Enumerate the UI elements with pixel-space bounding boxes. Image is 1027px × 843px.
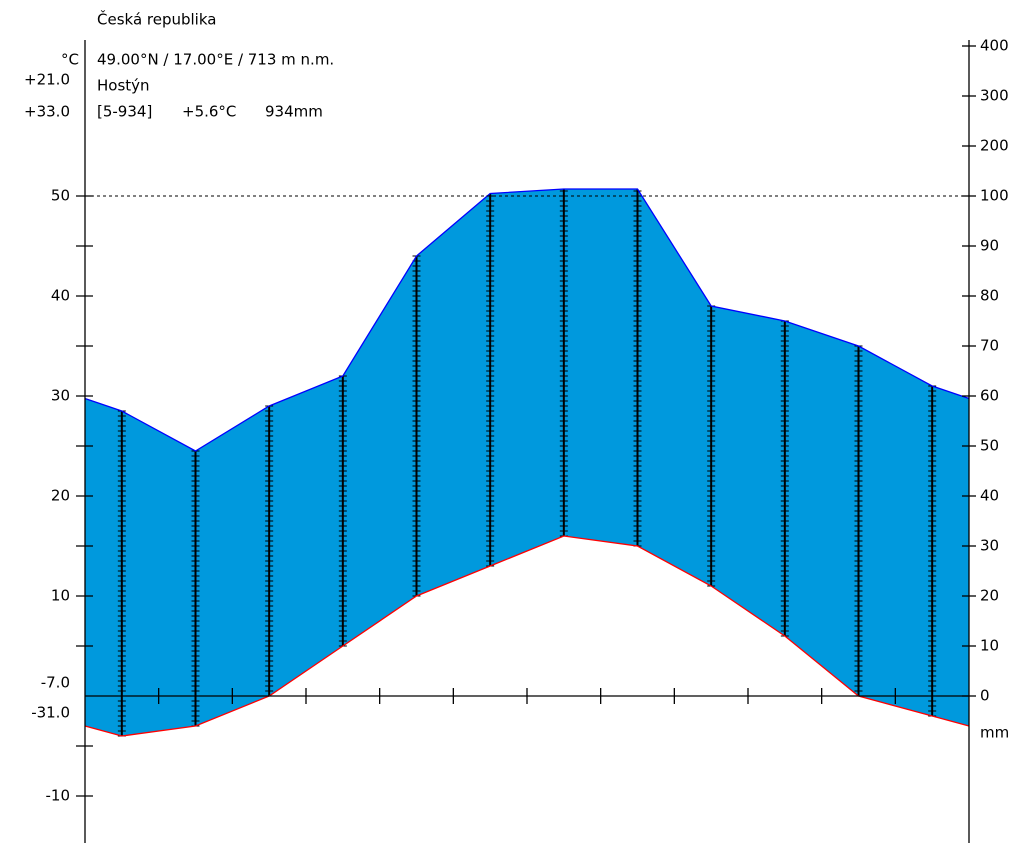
left-note: -7.0 bbox=[41, 674, 70, 692]
y2-tick-label: 60 bbox=[980, 387, 999, 405]
y-tick-label: 40 bbox=[51, 287, 70, 305]
left-note: +21.0 bbox=[24, 71, 70, 89]
chart-title: Česká republika bbox=[97, 10, 216, 29]
y-tick-label: 30 bbox=[51, 387, 70, 405]
line-edge bbox=[84, 397, 123, 412]
y-tick-label: 50 bbox=[51, 187, 70, 205]
y2-tick-label: 50 bbox=[980, 437, 999, 455]
y2-tick-label: 10 bbox=[980, 637, 999, 655]
y2-tick-label: 70 bbox=[980, 337, 999, 355]
line-edge bbox=[931, 715, 970, 727]
temperature-line bbox=[121, 535, 933, 737]
summary-period: [5-934] bbox=[97, 103, 152, 121]
y2-tick-label: 90 bbox=[980, 237, 999, 255]
y-tick-label: 20 bbox=[51, 487, 70, 505]
y2-tick-label: 100 bbox=[980, 187, 1009, 205]
station-name: Hostýn bbox=[97, 77, 150, 95]
line-edge bbox=[84, 725, 123, 737]
summary-precip: 934mm bbox=[265, 103, 323, 121]
y2-tick-label: 80 bbox=[980, 287, 999, 305]
humid-area bbox=[85, 189, 969, 736]
y2-axis-label: mm bbox=[980, 724, 1009, 742]
y2-tick-label: 30 bbox=[980, 537, 999, 555]
left-note: -31.0 bbox=[31, 704, 70, 722]
y-tick-label: -10 bbox=[46, 787, 71, 805]
y2-tick-label: 0 bbox=[980, 687, 990, 705]
y2-tick-label: 300 bbox=[980, 87, 1009, 105]
y-axis-label: °C bbox=[61, 51, 79, 69]
chart-subtitle: 49.00°N / 17.00°E / 713 m n.m. bbox=[97, 51, 334, 69]
summary-temp: +5.6°C bbox=[182, 103, 236, 121]
y2-tick-label: 400 bbox=[980, 37, 1009, 55]
precipitation-line bbox=[121, 188, 933, 452]
y-tick-label: 10 bbox=[51, 587, 70, 605]
left-note: +33.0 bbox=[24, 103, 70, 121]
y2-tick-label: 20 bbox=[980, 587, 999, 605]
y2-tick-label: 200 bbox=[980, 137, 1009, 155]
y2-tick-label: 40 bbox=[980, 487, 999, 505]
